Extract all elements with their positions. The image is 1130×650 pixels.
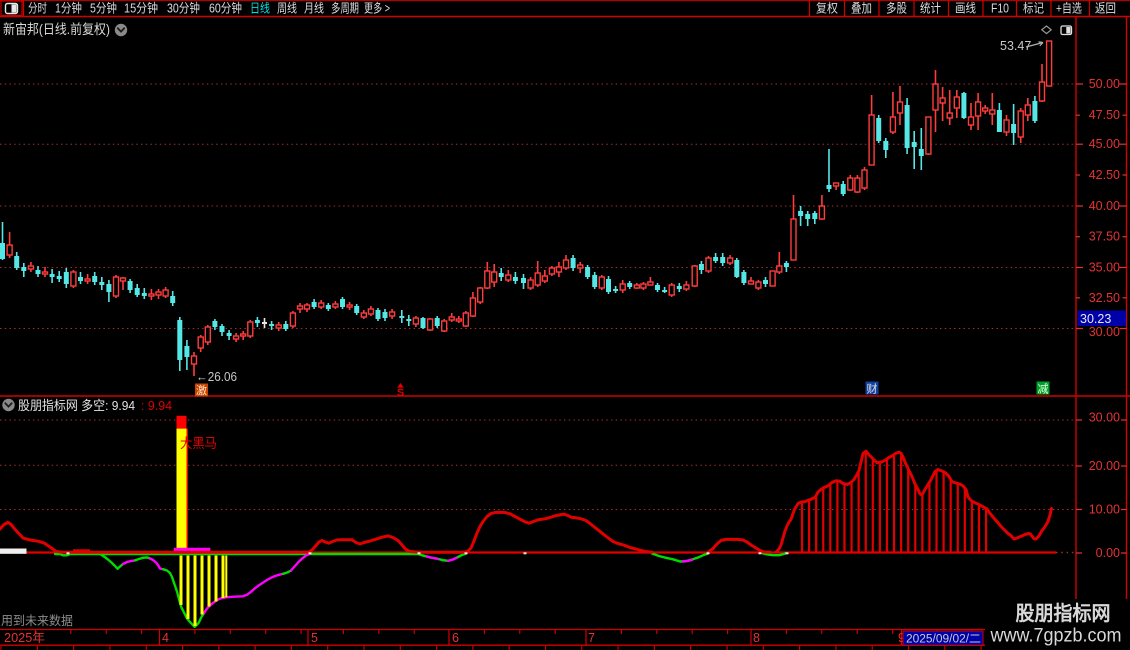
- svg-text:15分钟: 15分钟: [124, 1, 158, 16]
- svg-text:减: 减: [1038, 383, 1049, 396]
- svg-text:: 9.94: : 9.94: [141, 398, 172, 413]
- svg-text:←26.06: ←26.06: [196, 370, 237, 384]
- svg-text:50.00: 50.00: [1089, 77, 1120, 91]
- svg-text:10.00: 10.00: [1089, 503, 1120, 517]
- svg-text:40.00: 40.00: [1089, 199, 1120, 213]
- svg-text:股朋指标网: 股朋指标网: [1016, 601, 1111, 625]
- svg-text:30.00: 30.00: [1089, 411, 1120, 425]
- svg-text:53.47: 53.47: [1000, 39, 1031, 53]
- svg-text:37.50: 37.50: [1089, 230, 1120, 244]
- svg-text:9: 9: [898, 631, 905, 645]
- svg-text:4: 4: [162, 631, 169, 645]
- svg-text:多股: 多股: [886, 2, 907, 16]
- svg-text:财: 财: [867, 382, 878, 396]
- svg-text:7: 7: [588, 631, 595, 645]
- svg-text:画线: 画线: [955, 2, 976, 16]
- svg-text:30.00: 30.00: [1089, 325, 1120, 339]
- svg-text:月线: 月线: [304, 2, 324, 16]
- svg-text:0.00: 0.00: [1096, 546, 1120, 560]
- svg-text:32.50: 32.50: [1089, 291, 1120, 305]
- svg-text:分时: 分时: [28, 2, 47, 16]
- svg-text:35.00: 35.00: [1089, 261, 1120, 275]
- svg-text:5: 5: [311, 631, 318, 645]
- svg-text:20.00: 20.00: [1089, 459, 1120, 473]
- svg-text:日线: 日线: [250, 2, 270, 16]
- svg-text:用到未来数据: 用到未来数据: [1, 613, 73, 628]
- svg-text:47.50: 47.50: [1089, 108, 1120, 122]
- svg-text:标记: 标记: [1023, 2, 1044, 16]
- svg-text:大黑马: 大黑马: [180, 436, 217, 451]
- svg-text:F10: F10: [991, 2, 1009, 16]
- svg-text:8: 8: [753, 631, 760, 645]
- svg-text:60分钟: 60分钟: [209, 1, 242, 16]
- svg-text:返回: 返回: [1095, 2, 1116, 16]
- svg-text:更多 >: 更多 >: [364, 2, 390, 16]
- svg-text:+自选: +自选: [1056, 2, 1082, 16]
- svg-text:周线: 周线: [277, 2, 297, 16]
- svg-text:叠加: 叠加: [851, 2, 872, 16]
- svg-text:6: 6: [452, 631, 459, 645]
- svg-text:1分钟: 1分钟: [55, 1, 82, 16]
- svg-text:30.23: 30.23: [1080, 312, 1111, 326]
- svg-text:激: 激: [196, 383, 207, 397]
- svg-text:复权: 复权: [816, 1, 838, 16]
- svg-text:2025/09/02/二: 2025/09/02/二: [906, 634, 981, 646]
- svg-text:45.00: 45.00: [1089, 137, 1120, 151]
- svg-text:30分钟: 30分钟: [167, 1, 200, 16]
- svg-text:5分钟: 5分钟: [90, 1, 117, 16]
- svg-text:新宙邦(日线.前复权): 新宙邦(日线.前复权): [3, 21, 110, 37]
- svg-text:统计: 统计: [920, 2, 941, 16]
- svg-text:42.50: 42.50: [1089, 168, 1120, 182]
- svg-text:S: S: [397, 387, 404, 399]
- svg-text:股朋指标网 多空: 9.94: 股朋指标网 多空: 9.94: [18, 398, 135, 413]
- svg-text:多周期: 多周期: [331, 2, 359, 16]
- svg-text:www.7gpzb.com: www.7gpzb.com: [990, 625, 1122, 647]
- svg-text:2025年: 2025年: [4, 631, 45, 645]
